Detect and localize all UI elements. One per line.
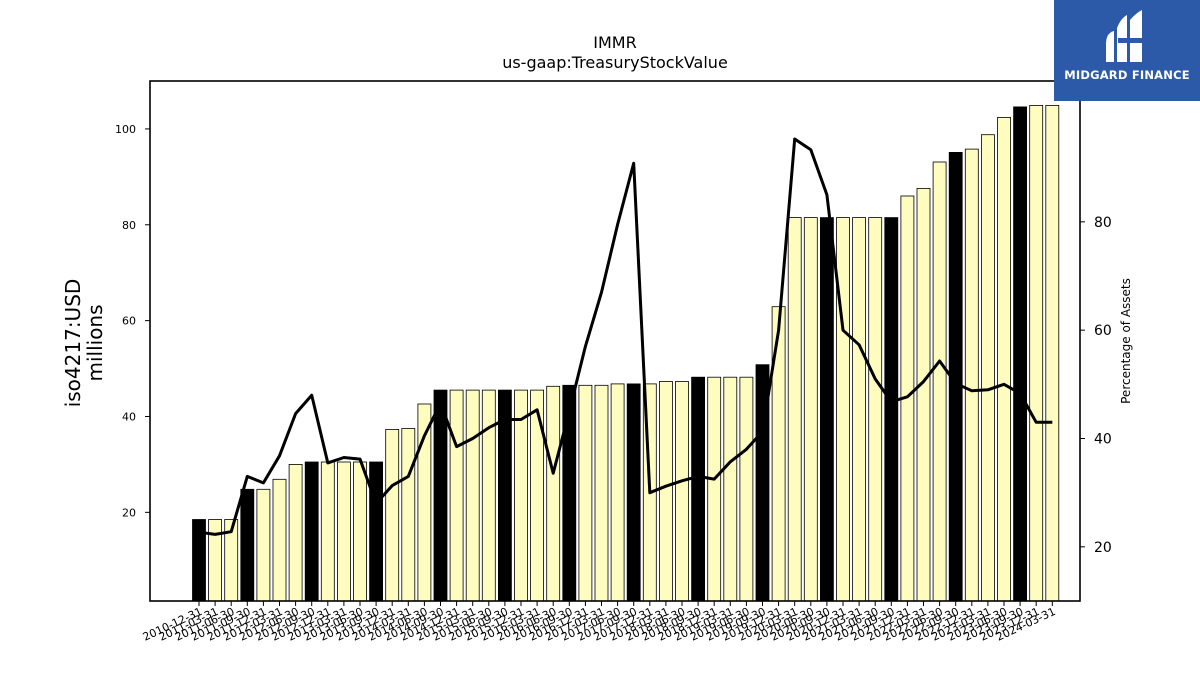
y2-tick-label: 80 <box>1094 215 1112 231</box>
bar <box>981 134 995 602</box>
bar <box>320 461 335 602</box>
y-axis-label-line: iso4217:USD <box>61 279 85 408</box>
bar <box>803 217 818 602</box>
bar <box>932 161 947 602</box>
bar <box>256 488 271 602</box>
bar <box>868 217 883 602</box>
bar <box>353 461 367 602</box>
y-tick-label: 80 <box>122 219 136 232</box>
bar <box>578 384 593 602</box>
bar <box>997 117 1011 602</box>
bar <box>626 383 641 602</box>
chart-subtitle: us-gaap:TreasuryStockValue <box>502 53 728 72</box>
bar <box>787 217 802 602</box>
midgard-finance-logo: MIDGARD FINANCE <box>1054 0 1200 101</box>
y-tick-label: 100 <box>115 123 136 136</box>
series-line <box>198 137 1053 536</box>
bar <box>1045 105 1060 602</box>
bar <box>707 376 722 602</box>
bars-layer <box>192 105 1060 602</box>
bar <box>739 376 754 602</box>
y-axis-label-line: millions <box>83 304 107 381</box>
bar <box>691 376 705 602</box>
bar <box>288 463 303 602</box>
bar <box>546 385 561 602</box>
bar <box>514 389 528 602</box>
bar <box>369 461 384 602</box>
bar <box>723 376 738 602</box>
plot-frame <box>149 80 1081 602</box>
bar <box>964 148 979 602</box>
y2-tick-label: 40 <box>1094 432 1112 448</box>
bar <box>820 217 834 602</box>
bar <box>385 428 400 602</box>
y2-axis-label: Percentage of Assets <box>1119 278 1133 404</box>
y-tick-label: 20 <box>122 506 136 519</box>
logo-text: MIDGARD FINANCE <box>1064 68 1190 82</box>
bar <box>884 217 899 602</box>
bar <box>465 389 480 602</box>
bar <box>240 488 255 602</box>
bar <box>272 478 287 602</box>
logo-mark-icon <box>1106 10 1142 62</box>
axes-layer: 20406080100204060802010-12-312011-03-312… <box>115 80 1112 644</box>
bar <box>1013 106 1027 602</box>
bar <box>675 381 689 602</box>
bar <box>1029 105 1044 602</box>
bar <box>449 389 464 602</box>
bar <box>836 217 850 602</box>
chart-title: IMMR <box>593 33 636 52</box>
bar <box>304 461 319 602</box>
bar <box>594 384 609 602</box>
bar <box>481 389 496 602</box>
bar <box>336 461 351 602</box>
y-tick-label: 60 <box>122 315 136 328</box>
bar <box>916 187 931 602</box>
y2-tick-label: 60 <box>1094 323 1112 339</box>
bar <box>562 384 577 602</box>
y-tick-label: 40 <box>122 410 136 423</box>
bar <box>433 389 448 602</box>
bar <box>610 383 625 602</box>
bar <box>401 428 416 602</box>
line-layer <box>198 137 1053 536</box>
bar <box>852 217 866 602</box>
bar <box>659 381 673 602</box>
y-axis-label: iso4217:USDmillions <box>61 279 107 408</box>
y2-tick-label: 20 <box>1094 540 1112 556</box>
bar <box>208 519 223 602</box>
